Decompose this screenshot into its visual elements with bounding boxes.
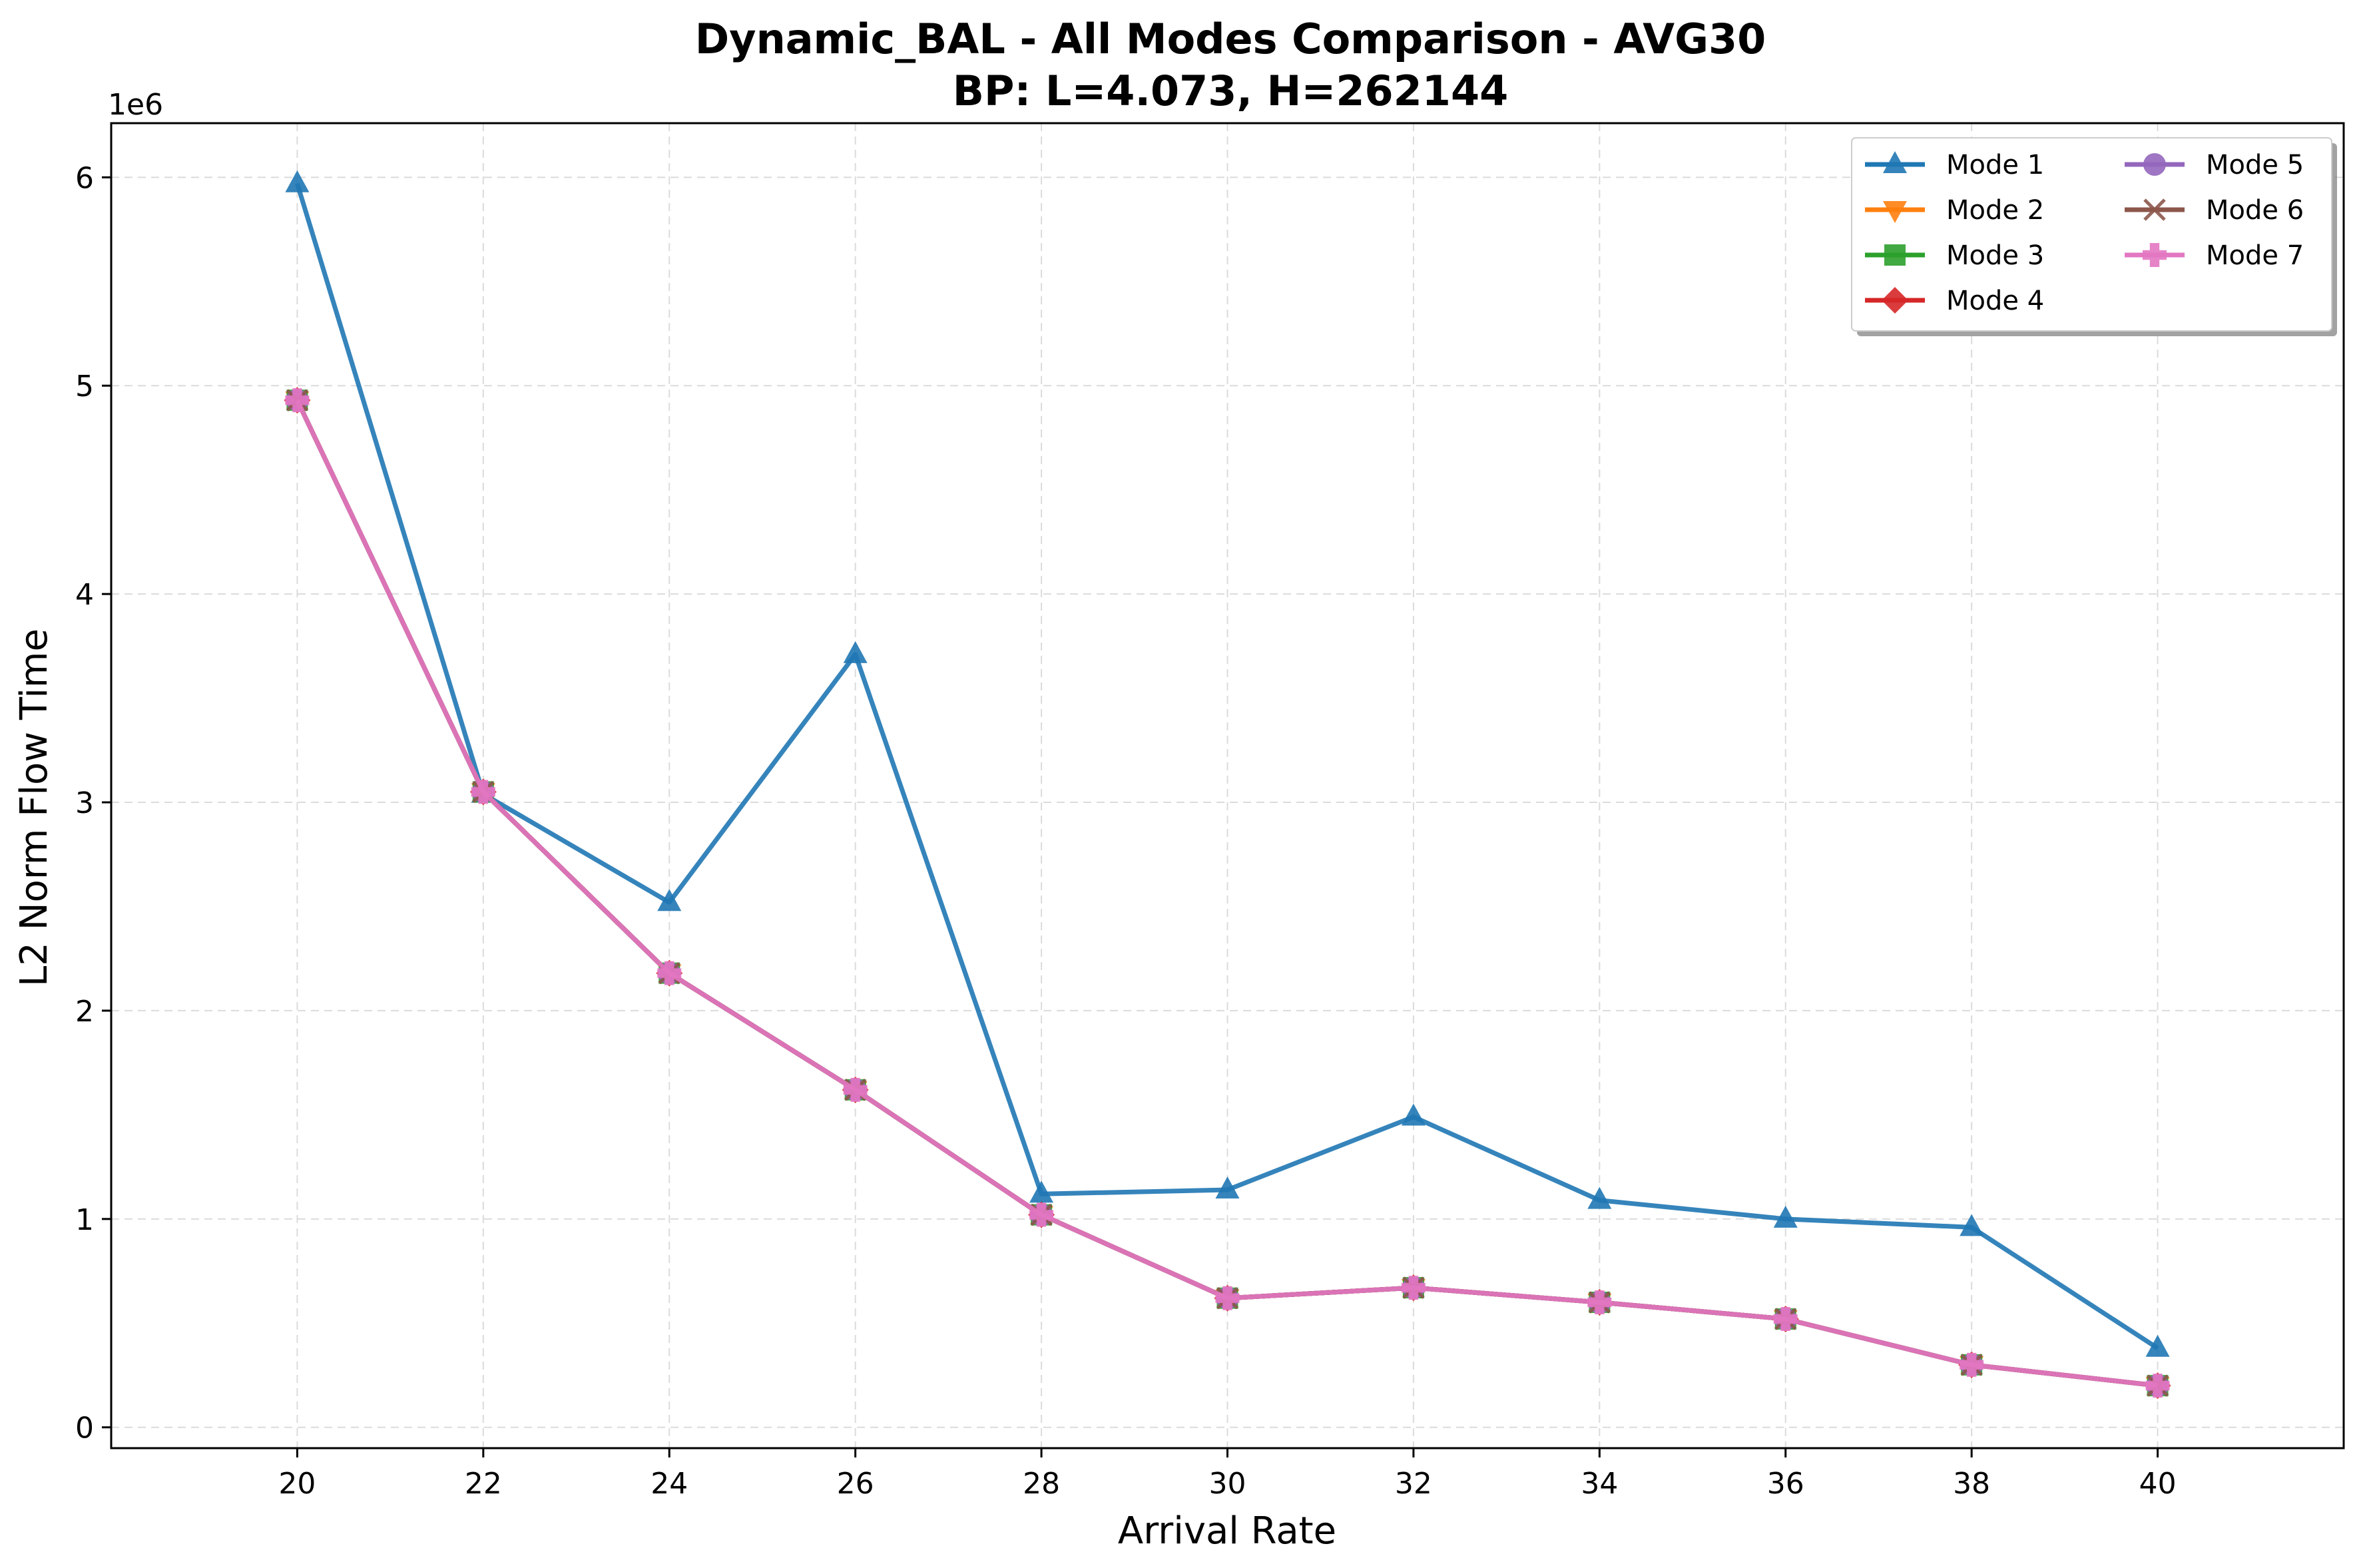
x-tick-label: 34 [1581,1467,1618,1501]
x-tick-label: 30 [1209,1467,1246,1501]
grid-lines [111,123,2344,1448]
legend-marker [2143,198,2166,221]
legend-entry-6: Mode 6 [2125,195,2304,226]
series-lines [284,170,2171,1400]
x-tick-label: 32 [1395,1467,1432,1501]
legend-entry-7: Mode 7 [2125,240,2304,271]
legend-label: Mode 2 [1946,195,2044,226]
legend-marker [1882,287,1908,314]
data-point [1960,1214,1984,1236]
series-7 [285,388,2170,1398]
legend-marker [2143,243,2167,267]
legend-label: Mode 6 [2206,195,2304,226]
x-tick-label: 20 [278,1467,316,1501]
x-tick-label: 26 [837,1467,874,1501]
x-tick-label: 36 [1767,1467,1804,1501]
x-tick-label: 28 [1023,1467,1060,1501]
legend-marker [1884,244,1906,266]
data-point [843,641,868,663]
data-point [843,1077,868,1102]
series-1 [285,170,2170,1357]
y-tick-label: 0 [75,1412,94,1445]
data-point [657,961,682,985]
legend-marker [2143,153,2166,176]
legend-entry-5: Mode 5 [2125,150,2304,180]
data-point [1029,1202,1054,1227]
y-tick-label: 2 [75,995,94,1029]
data-point [2145,1334,2170,1357]
data-point [1215,1176,1240,1199]
legend-label: Mode 7 [2206,240,2304,271]
legend-label: Mode 5 [2206,150,2304,180]
data-point [1401,1276,1426,1300]
data-point [2145,1374,2170,1398]
y-tick-label: 6 [75,161,94,195]
x-tick-label: 40 [2139,1467,2177,1501]
y-tick-label: 1 [75,1203,94,1237]
legend-box [1851,137,2332,332]
data-point [285,388,310,413]
legend-label: Mode 3 [1946,240,2044,271]
legend-marker [1883,151,1907,173]
y-axis: 0 1 2 3 4 5 6 [75,161,111,1445]
data-point [1587,1290,1612,1314]
legend-marker [1883,201,1907,223]
data-point [1773,1307,1798,1332]
chart-title-line-2: BP: L=4.073, H=262144 [953,67,1508,115]
legend-entry-2: Mode 2 [1865,195,2044,226]
data-point [657,889,682,912]
x-tick-label: 24 [651,1467,688,1501]
legend-entry-3: Mode 3 [1865,240,2044,271]
legend-entry-4: Mode 4 [1865,286,2044,316]
legend-label: Mode 4 [1946,286,2044,316]
data-point [285,170,310,192]
data-point [1215,1286,1240,1310]
y-tick-label: 5 [75,370,94,403]
data-point [1029,1180,1054,1203]
data-point [471,780,495,804]
legend: Mode 1 Mode 2 Mode 3 Mode 4 Mode 5 Mode 6 Mode… [1851,137,2337,336]
legend-label: Mode 1 [1946,150,2044,180]
legend-entry-1: Mode 1 [1865,150,2044,180]
x-tick-label: 38 [1953,1467,1990,1501]
x-axis-label: Arrival Rate [1118,1509,1336,1553]
x-tick-label: 22 [465,1467,502,1501]
chart-title-line-1: Dynamic_BAL - All Modes Comparison - AVG… [695,15,1766,63]
x-axis: 20 22 24 26 28 30 32 34 36 38 40 [278,1448,2177,1501]
data-point [1960,1352,1984,1377]
data-point [1587,1186,1612,1209]
y-axis-offset-text: 1e6 [108,88,163,122]
data-point [1401,1103,1426,1126]
y-tick-label: 3 [75,786,94,820]
data-point [1773,1205,1798,1228]
y-tick-label: 4 [75,578,94,612]
y-axis-label: L2 Norm Flow Time [13,629,56,987]
